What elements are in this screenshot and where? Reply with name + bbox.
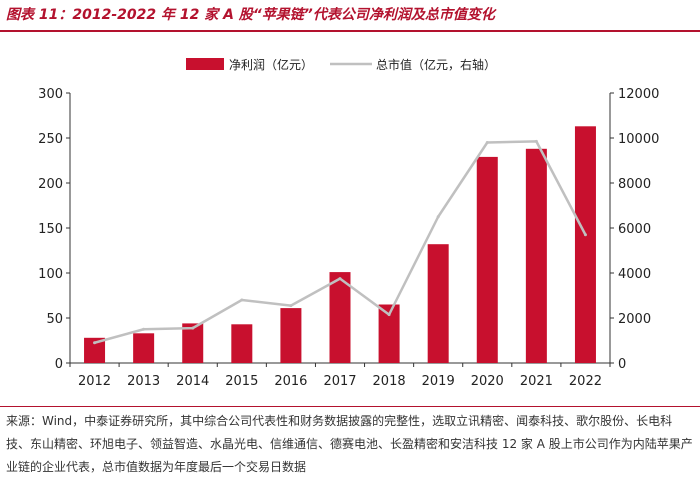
- y-right-tick-label: 12000: [618, 87, 659, 102]
- y-left-tick-label: 250: [38, 132, 63, 147]
- bar-series: [84, 126, 596, 363]
- title-divider: [0, 30, 700, 32]
- y-left-tick-label: 150: [38, 222, 63, 237]
- y-left-tick-label: 50: [46, 312, 63, 327]
- point-market-cap-2013: [142, 327, 146, 331]
- y-left-tick-label: 300: [38, 87, 63, 102]
- figure-title: 图表 11：2012-2022 年 12 家 A 股“苹果链”代表公司净利润及总…: [6, 7, 495, 23]
- point-market-cap-2015: [240, 298, 244, 302]
- x-axis-labels: 2012 2013 2014 2015 2016 2017 2018 2019 2020 2021…: [78, 374, 602, 389]
- y-right-tick-label: 2000: [618, 312, 651, 327]
- y-right-tick-label: 8000: [618, 177, 651, 192]
- point-market-cap-2019: [436, 215, 440, 219]
- y-right-tick-label: 0: [618, 357, 626, 372]
- footer-divider: [0, 406, 700, 407]
- point-market-cap-2012: [93, 341, 97, 345]
- point-market-cap-2014: [191, 326, 195, 330]
- x-tick-label-2014: 2014: [176, 374, 209, 389]
- bar-net-profit-2021: [525, 148, 547, 363]
- x-tick-label-2018: 2018: [373, 374, 406, 389]
- point-market-cap-2022: [583, 233, 587, 237]
- bar-net-profit-2013: [133, 333, 155, 363]
- y-right-tick-label: 10000: [618, 132, 659, 147]
- x-tick-label-2019: 2019: [422, 374, 455, 389]
- bar-net-profit-2022: [574, 126, 596, 363]
- point-market-cap-2016: [289, 304, 293, 308]
- line-series: [93, 139, 587, 345]
- x-tick-label-2020: 2020: [471, 374, 504, 389]
- x-tick-label-2015: 2015: [225, 374, 258, 389]
- combo-chart: 净利润（亿元） 总市值（亿元，右轴） 0 50 100 150 200 250 300 0 200…: [38, 57, 659, 389]
- point-market-cap-2021: [534, 139, 538, 143]
- x-tick-label-2021: 2021: [520, 374, 553, 389]
- point-market-cap-2017: [338, 277, 342, 281]
- bar-net-profit-2020: [476, 156, 498, 363]
- y-left-tick-label: 100: [38, 267, 63, 282]
- y-right-tick-label: 4000: [618, 267, 651, 282]
- x-tick-label-2012: 2012: [78, 374, 111, 389]
- legend-swatch-net-profit: [186, 58, 224, 70]
- x-tick-label-2022: 2022: [569, 374, 602, 389]
- legend-label-market-cap: 总市值（亿元，右轴）: [376, 57, 496, 72]
- y-left-tick-label: 200: [38, 177, 63, 192]
- bar-net-profit-2018: [378, 304, 400, 363]
- point-market-cap-2020: [485, 141, 489, 144]
- legend: 净利润（亿元） 总市值（亿元，右轴）: [186, 57, 496, 72]
- legend-label-net-profit: 净利润（亿元）: [229, 57, 313, 72]
- bar-net-profit-2015: [231, 324, 253, 363]
- y-right-tick-label: 6000: [618, 222, 651, 237]
- x-tick-label-2017: 2017: [323, 374, 356, 389]
- figure-header: 图表 11：2012-2022 年 12 家 A 股“苹果链”代表公司净利润及总…: [0, 0, 700, 30]
- x-tick-label-2013: 2013: [127, 374, 160, 389]
- bar-net-profit-2019: [427, 244, 449, 363]
- bar-net-profit-2012: [84, 337, 106, 363]
- source-note: 来源：Wind，中泰证券研究所，其中综合公司代表性和财务数据披露的完整性，选取立…: [6, 414, 693, 474]
- axes: 0 50 100 150 200 250 300 0 2000 4000 6000 8000 10000…: [38, 87, 659, 372]
- bar-net-profit-2016: [280, 308, 302, 363]
- point-market-cap-2018: [387, 313, 391, 317]
- bar-net-profit-2014: [182, 323, 204, 363]
- y-left-tick-label: 0: [55, 357, 63, 372]
- bar-net-profit-2017: [329, 272, 351, 363]
- x-tick-label-2016: 2016: [274, 374, 307, 389]
